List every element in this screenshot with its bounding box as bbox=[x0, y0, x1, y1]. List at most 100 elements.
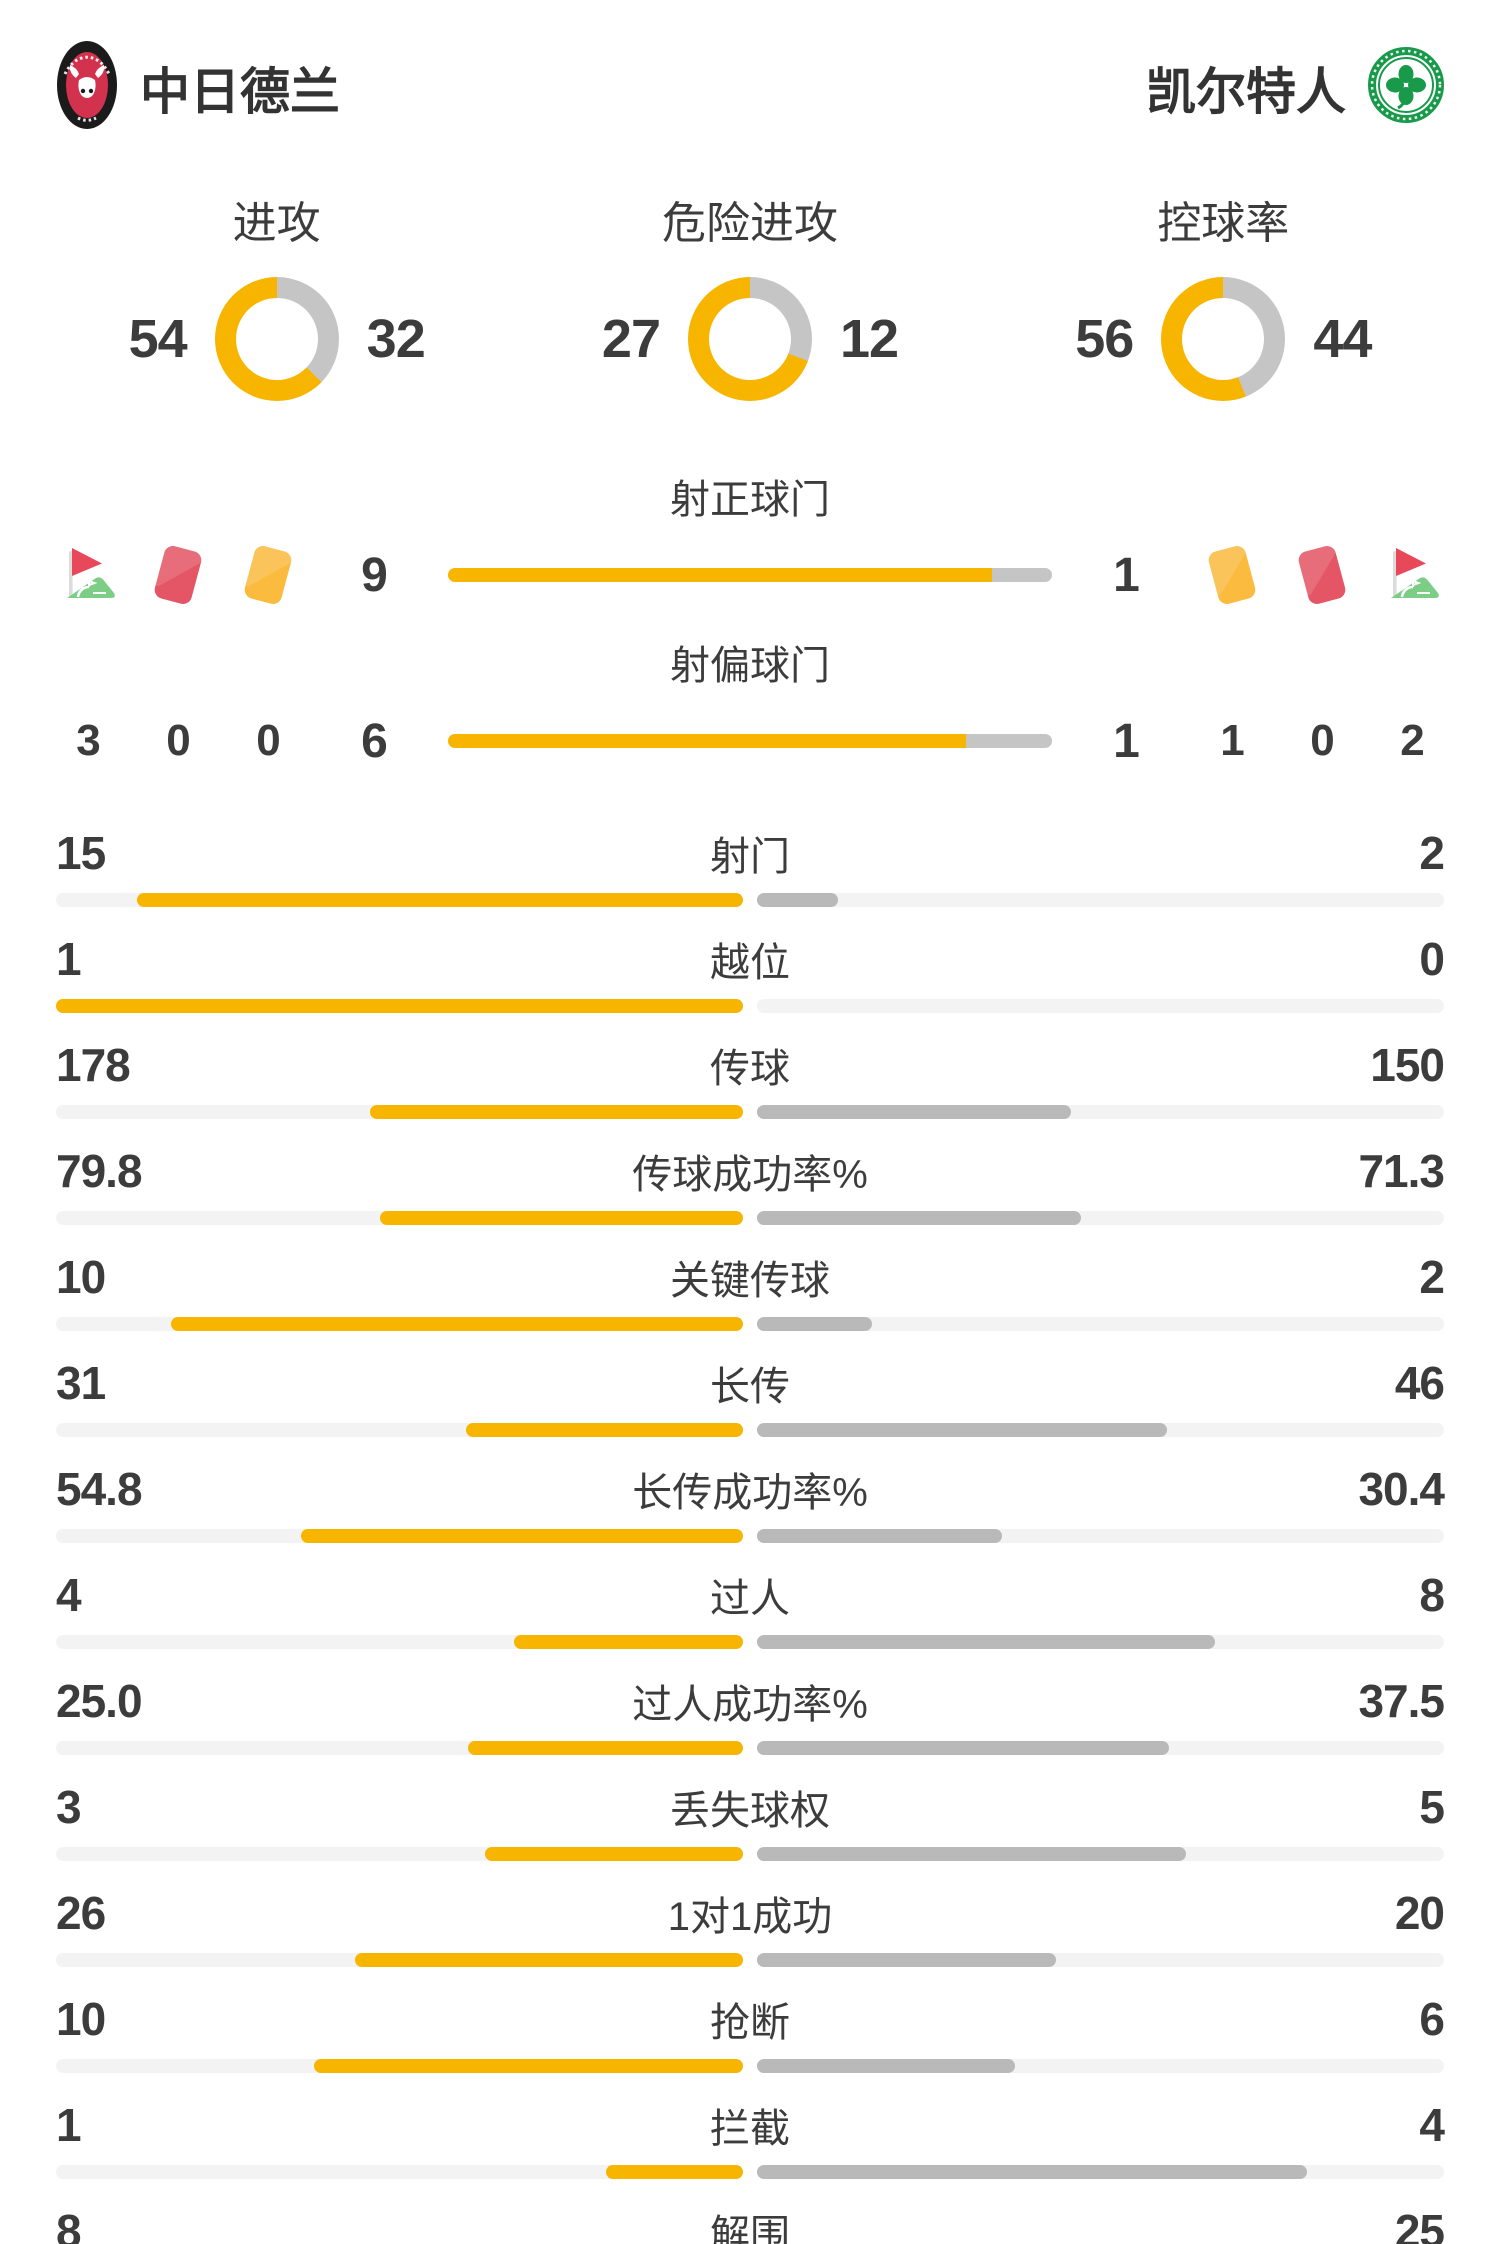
stat-label: 丢失球权 bbox=[670, 1789, 830, 1833]
away-value: 44 bbox=[1313, 309, 1372, 369]
yellow-card-icon bbox=[1193, 536, 1271, 614]
away-bar-fill bbox=[757, 1847, 1187, 1861]
away-track-half bbox=[757, 1953, 1444, 1967]
stat-head: 54.8 长传成功率% 30.4 bbox=[56, 1459, 1445, 1519]
away-team-header[interactable]: 凯尔特人 bbox=[1146, 47, 1444, 128]
donut-chart bbox=[1161, 277, 1286, 401]
home-track-half bbox=[56, 2059, 743, 2073]
away-value: 46 bbox=[1394, 1357, 1445, 1409]
away-bar-fill bbox=[757, 1529, 1003, 1543]
home-bar-fill bbox=[380, 1211, 743, 1225]
donut-stat-label: 进攻 bbox=[232, 199, 321, 248]
stat-bar-track bbox=[56, 2165, 1444, 2179]
red-card-icon bbox=[1283, 536, 1361, 614]
away-bar-fill bbox=[757, 1741, 1170, 1755]
home-value: 9 bbox=[361, 548, 388, 602]
stat-bar-track bbox=[56, 1953, 1444, 1967]
away-track-half bbox=[757, 1423, 1444, 1437]
away-track-half bbox=[757, 893, 1444, 907]
stat-head: 8 解围 25 bbox=[56, 2201, 1445, 2244]
home-value: 1 bbox=[56, 2099, 82, 2151]
stat-row: 1 越位 0 bbox=[56, 929, 1445, 1035]
stat-bar-track bbox=[56, 1529, 1444, 1543]
away-value: 71.3 bbox=[1358, 1145, 1445, 1197]
away-track-half bbox=[757, 1211, 1444, 1225]
stat-row: 25.0 过人成功率% 37.5 bbox=[56, 1671, 1445, 1777]
donut-stat: 进攻 54 32 bbox=[40, 187, 513, 401]
away-value: 37.5 bbox=[1358, 1675, 1445, 1727]
home-track-half bbox=[56, 1635, 743, 1649]
home-bar-fill bbox=[56, 999, 743, 1013]
stat-label: 1对1成功 bbox=[667, 1895, 833, 1939]
away-value: 8 bbox=[1419, 1569, 1445, 1621]
away-track-half bbox=[757, 2059, 1444, 2073]
headline-bar bbox=[448, 568, 1052, 582]
stat-bar-track bbox=[56, 893, 1444, 907]
home-track-half bbox=[56, 1423, 743, 1437]
stat-label: 拦截 bbox=[710, 2107, 790, 2151]
stat-row: 26 1对1成功 20 bbox=[56, 1883, 1445, 1989]
stat-bar-track bbox=[56, 1741, 1444, 1755]
stat-head: 15 射门 2 bbox=[56, 823, 1445, 883]
shots-on-target-title: 射正球门 bbox=[670, 478, 830, 522]
yellow-card-icon bbox=[229, 536, 307, 614]
home-value: 79.8 bbox=[56, 1145, 143, 1197]
home-bar-fill bbox=[448, 568, 992, 582]
donut-chart-row: 56 44 bbox=[1075, 277, 1372, 401]
away-bar-fill bbox=[757, 1953, 1056, 1967]
stat-bar-track bbox=[56, 1423, 1444, 1437]
home-value: 56 bbox=[1075, 309, 1134, 369]
home-bar-fill bbox=[370, 1105, 743, 1119]
stat-label: 解围 bbox=[710, 2213, 790, 2244]
home-value: 10 bbox=[56, 1251, 106, 1303]
shots-and-discipline-section: 射正球门 9 1 射偏球门 3 0 0 6 1 1 0 2 bbox=[0, 467, 1500, 777]
stat-label: 抢断 bbox=[710, 2001, 790, 2045]
stat-bar-track bbox=[56, 1635, 1444, 1649]
away-bar-fill bbox=[757, 2165, 1307, 2179]
away-value: 1 bbox=[1113, 548, 1140, 602]
home-value: 1 bbox=[56, 933, 82, 985]
away-track-half bbox=[757, 999, 1444, 1013]
stat-head: 4 过人 8 bbox=[56, 1565, 1445, 1625]
home-track-half bbox=[56, 1953, 743, 1967]
corner-flag-count: 3 bbox=[76, 716, 100, 765]
home-bar-fill bbox=[301, 1529, 743, 1543]
away-value: 2 bbox=[1419, 827, 1445, 879]
away-value: 1 bbox=[1113, 714, 1140, 768]
away-track-half bbox=[757, 2165, 1444, 2179]
away-value: 12 bbox=[839, 309, 899, 369]
stat-label: 越位 bbox=[710, 941, 790, 985]
away-track-half bbox=[757, 1635, 1444, 1649]
stat-row: 178 传球 150 bbox=[56, 1035, 1445, 1141]
stat-label: 传球成功率% bbox=[632, 1153, 868, 1197]
red-card-icon bbox=[139, 536, 217, 614]
stat-row: 4 过人 8 bbox=[56, 1565, 1445, 1671]
red-card-count: 0 bbox=[1310, 716, 1334, 765]
stat-row: 10 抢断 6 bbox=[56, 1989, 1445, 2095]
home-bar-fill bbox=[485, 1847, 743, 1861]
home-value: 31 bbox=[56, 1357, 106, 1409]
home-value: 6 bbox=[361, 714, 388, 768]
away-bar-fill bbox=[757, 893, 838, 907]
stat-head: 31 长传 46 bbox=[56, 1353, 1445, 1413]
stat-bar-track bbox=[56, 999, 1444, 1013]
home-value: 4 bbox=[56, 1569, 82, 1621]
donut-stat: 控球率 56 44 bbox=[987, 187, 1460, 401]
yellow-card-count: 0 bbox=[256, 716, 280, 765]
away-bar-fill bbox=[757, 1635, 1215, 1649]
stat-head: 10 关键传球 2 bbox=[56, 1247, 1445, 1307]
home-team-header[interactable]: 中日德兰 bbox=[56, 40, 340, 135]
away-value: 2 bbox=[1419, 1251, 1445, 1303]
away-value: 32 bbox=[366, 309, 426, 369]
home-value: 178 bbox=[56, 1039, 131, 1091]
home-team-name: 中日德兰 bbox=[140, 63, 340, 120]
home-bar-fill bbox=[468, 1741, 743, 1755]
donut-chart-row: 27 12 bbox=[602, 277, 899, 401]
corner-flag-icon bbox=[56, 543, 120, 607]
stat-head: 25.0 过人成功率% 37.5 bbox=[56, 1671, 1445, 1731]
stat-label: 过人成功率% bbox=[632, 1683, 868, 1727]
stat-rows-section: 15 射门 2 1 越位 0 178 传球 150 79.8 传球成功率% 71.3 10 关键传球 2 31… bbox=[0, 823, 1500, 2244]
home-bar-fill bbox=[514, 1635, 743, 1649]
away-bar-fill bbox=[757, 1211, 1082, 1225]
away-track-half bbox=[757, 1317, 1444, 1331]
